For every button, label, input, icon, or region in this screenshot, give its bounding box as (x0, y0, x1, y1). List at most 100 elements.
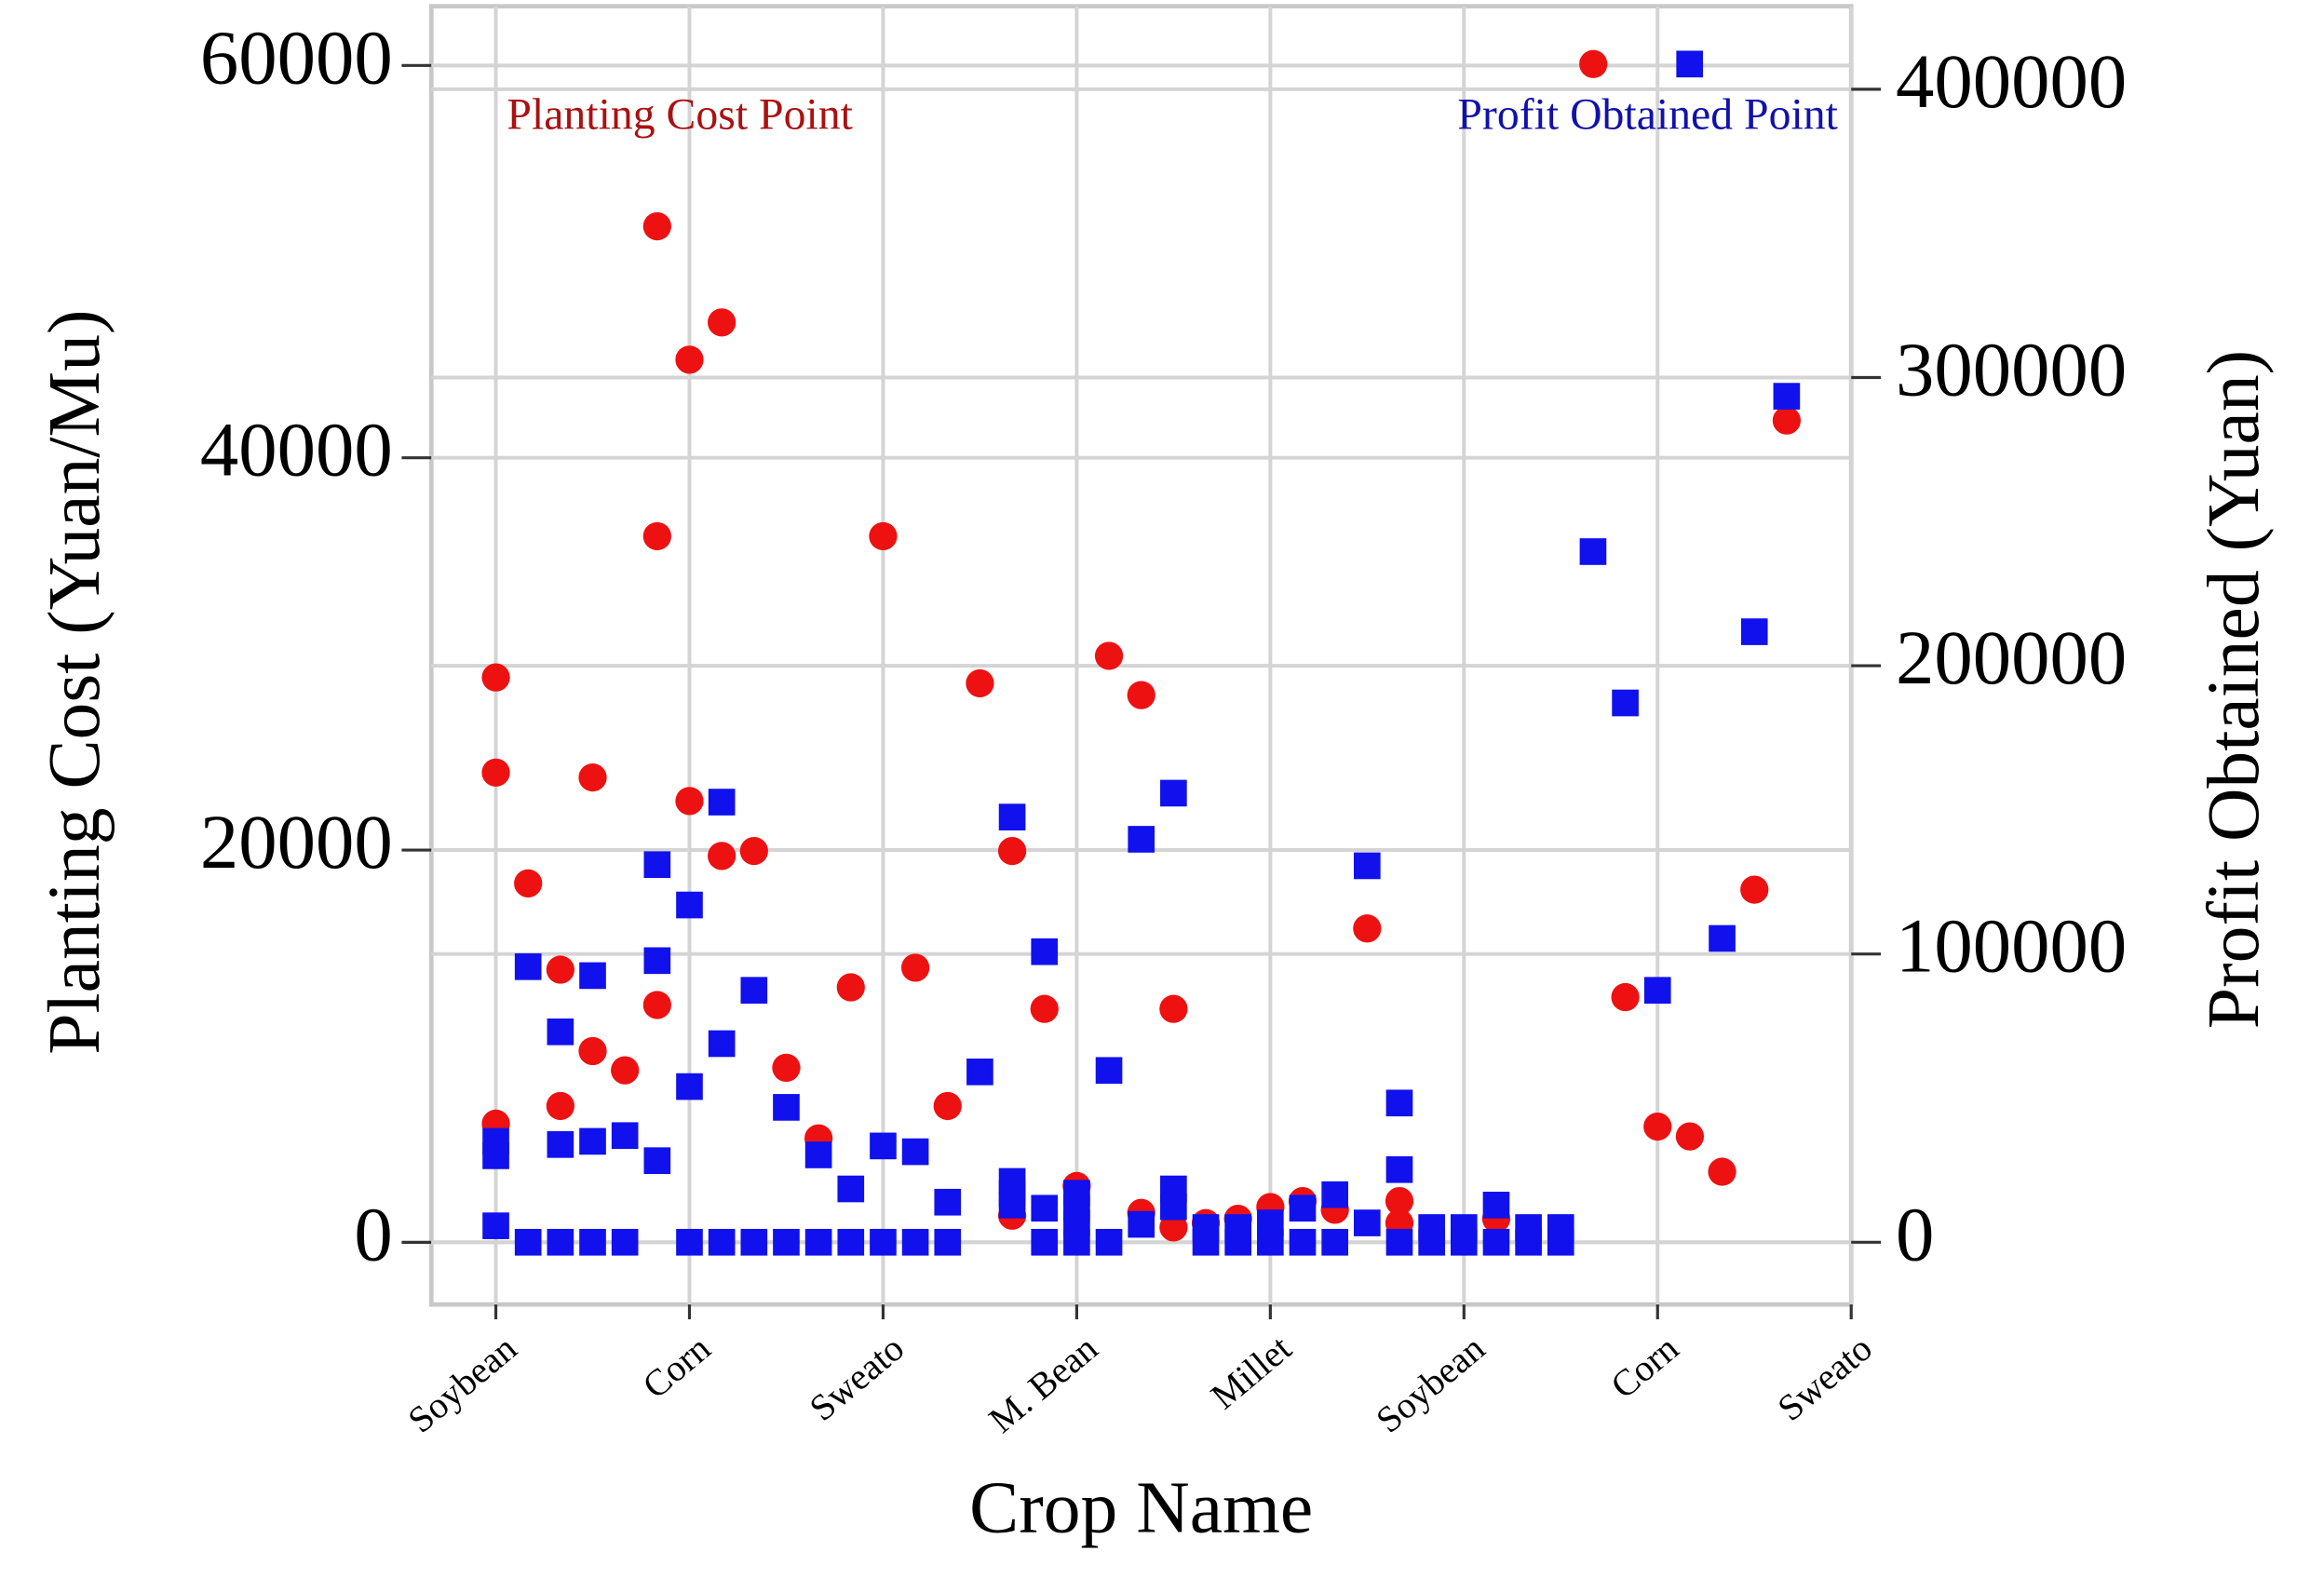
point (1095, 1057, 1123, 1085)
point (869, 521, 898, 551)
point (547, 1228, 574, 1256)
point (1643, 977, 1671, 1005)
point (1257, 1228, 1284, 1256)
point (901, 1138, 929, 1166)
point (547, 1018, 574, 1046)
point (1160, 1193, 1187, 1221)
point (1353, 1209, 1381, 1236)
x-tick-label: Corn (1603, 1328, 1686, 1407)
point (1128, 826, 1155, 853)
point (1385, 1228, 1413, 1256)
point (1482, 1228, 1510, 1256)
x-tick-label: Sweato (802, 1328, 912, 1429)
point (611, 1056, 640, 1085)
point (546, 1091, 574, 1121)
point (1675, 1122, 1705, 1151)
point (1289, 1194, 1317, 1222)
point (708, 1030, 736, 1058)
point (934, 1188, 962, 1216)
point (579, 1228, 606, 1256)
point (740, 1228, 768, 1256)
point (1192, 1228, 1220, 1256)
point (998, 803, 1026, 830)
point (1612, 689, 1639, 717)
y2-tick-label: 300000 (1896, 326, 2127, 412)
point (870, 1228, 897, 1256)
point (514, 952, 542, 980)
y-tick-label: 0 (354, 1191, 392, 1276)
point (1482, 1192, 1510, 1219)
point (579, 962, 606, 990)
y-axis-title: Planting Cost (Yuan/Mu) (34, 309, 115, 1054)
point (642, 991, 671, 1019)
point (676, 1228, 703, 1256)
point (1031, 1228, 1059, 1256)
point (773, 1094, 800, 1121)
point (1127, 681, 1155, 709)
point (708, 308, 736, 337)
point (837, 1175, 865, 1203)
point (514, 1228, 542, 1256)
y-tick-label: 60000 (200, 14, 393, 100)
point (1063, 1228, 1090, 1256)
point (934, 1228, 962, 1256)
point (675, 345, 704, 374)
point (547, 1131, 574, 1158)
point (642, 211, 671, 241)
point (643, 1147, 671, 1174)
point (1289, 1228, 1317, 1256)
point (900, 953, 930, 982)
point (1159, 994, 1188, 1023)
point (611, 1228, 639, 1256)
point (1385, 1155, 1413, 1183)
point (481, 758, 510, 787)
point (708, 789, 736, 816)
point (675, 787, 704, 816)
point (708, 1228, 736, 1256)
point (1160, 779, 1187, 807)
x-tick-label: Soybean (400, 1328, 524, 1441)
point (997, 836, 1027, 866)
legend-label: Planting Cost Point (507, 90, 852, 140)
point (739, 836, 768, 866)
point (578, 1036, 607, 1066)
point (1579, 538, 1607, 565)
point (708, 842, 736, 870)
point (836, 973, 865, 1002)
point (1385, 1089, 1413, 1117)
point (998, 1192, 1026, 1219)
point (773, 1228, 800, 1256)
legend-marker (1579, 49, 1608, 78)
point (578, 763, 607, 792)
point (1031, 938, 1059, 965)
point (1708, 1157, 1736, 1186)
point (1094, 641, 1124, 670)
legend-label: Profit Obtained Point (1457, 90, 1838, 140)
point (1159, 1213, 1188, 1242)
point (643, 947, 671, 975)
point (611, 1122, 639, 1150)
point (1224, 1228, 1252, 1256)
point (1128, 1210, 1155, 1238)
point (1321, 1228, 1348, 1256)
x-tick-label: Corn (635, 1328, 718, 1407)
y2-tick-label: 100000 (1896, 903, 2127, 989)
point (1740, 875, 1769, 904)
point (546, 955, 574, 984)
point (1031, 1194, 1059, 1222)
y2-tick-label: 200000 (1896, 614, 2127, 700)
y2-tick-label: 0 (1896, 1191, 1934, 1276)
point (1773, 383, 1801, 410)
point (804, 1228, 832, 1256)
point (1321, 1181, 1348, 1208)
point (1515, 1228, 1542, 1256)
point (933, 1091, 962, 1121)
point (1030, 994, 1059, 1023)
point (1353, 914, 1382, 943)
point (482, 1212, 509, 1239)
plot-area (428, 4, 1854, 1307)
point (676, 891, 703, 919)
x-tick-label: Sweato (1770, 1328, 1880, 1429)
